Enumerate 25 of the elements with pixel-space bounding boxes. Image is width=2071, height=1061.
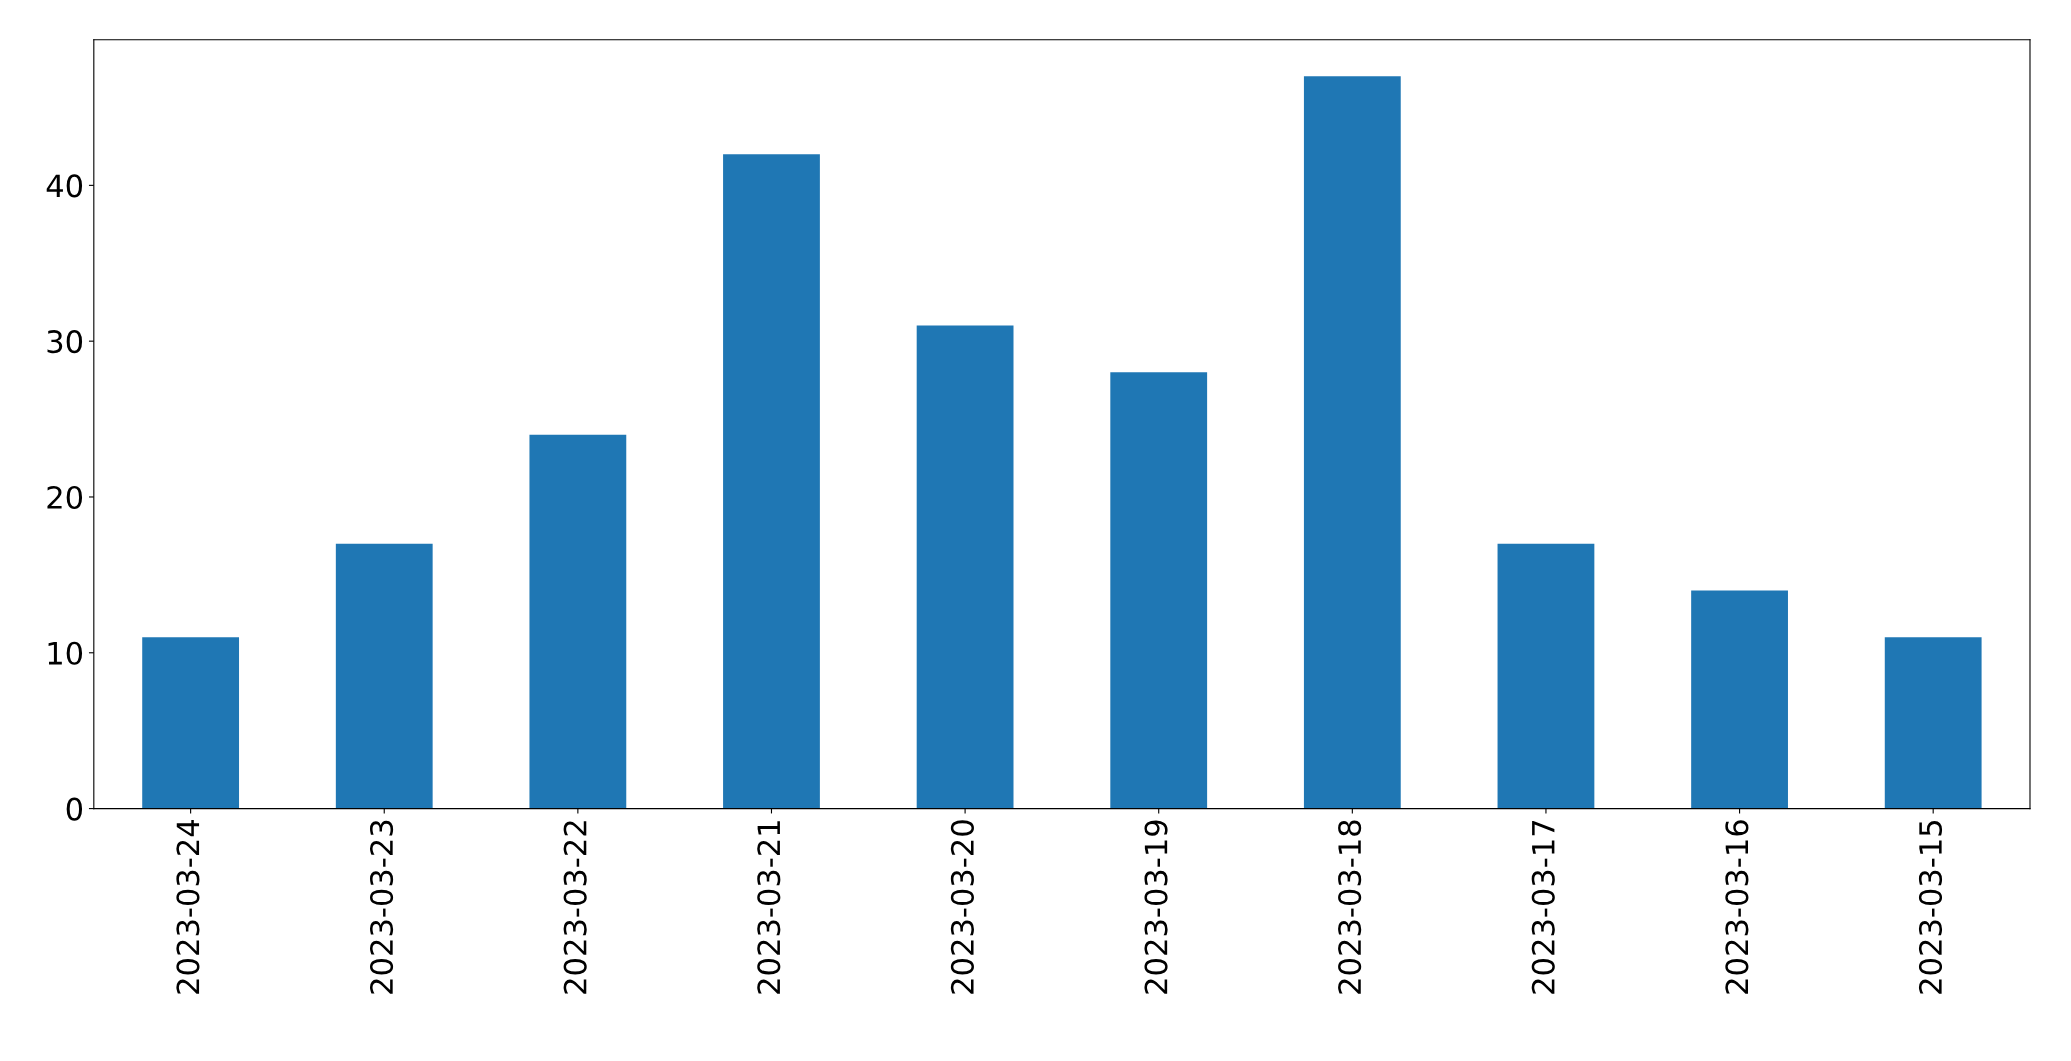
x-tick-label: 2023-03-21: [757, 821, 781, 994]
bar: [335, 543, 433, 809]
bar: [142, 637, 240, 809]
bar: [916, 325, 1014, 809]
x-tick-label: 2023-03-20: [950, 820, 974, 994]
x-tick-label: 2023-03-16: [1725, 820, 1749, 994]
x-tick-label: 2023-03-15: [1918, 820, 1943, 994]
x-tick-label: 2023-03-24: [176, 820, 200, 994]
y-tick-label: 10: [48, 641, 83, 665]
bar: [529, 434, 627, 809]
y-tick-label: 30: [47, 330, 83, 354]
x-tick-label: 2023-03-19: [1144, 820, 1168, 994]
x-tick-label: 2023-03-23: [370, 820, 394, 994]
bar: [1497, 543, 1595, 809]
bar: [1691, 590, 1788, 809]
y-tick-label: 0: [66, 797, 83, 821]
bar: [1884, 637, 1982, 809]
y-tick-label: 20: [47, 485, 83, 510]
x-tick-label: 2023-03-17: [1531, 820, 1555, 994]
y-tick-label: 40: [46, 174, 83, 198]
bar: [1303, 76, 1401, 809]
bar: [1110, 372, 1208, 809]
x-tick-label: 2023-03-18: [1338, 820, 1362, 994]
x-tick-label: 2023-03-22: [563, 821, 587, 994]
bar: [723, 154, 820, 809]
